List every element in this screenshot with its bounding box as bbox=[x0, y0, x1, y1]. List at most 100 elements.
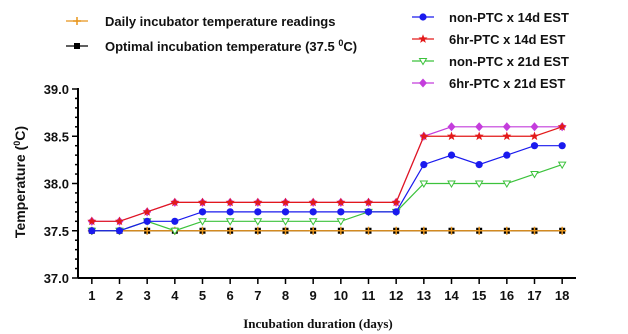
legend-label-end: C) bbox=[343, 39, 357, 54]
y-tick-label: 39.0 bbox=[44, 82, 69, 97]
data-point bbox=[253, 226, 262, 235]
data-point bbox=[447, 151, 456, 159]
x-tick-label: 9 bbox=[310, 288, 317, 303]
y-tick-label: 37.0 bbox=[44, 271, 69, 286]
x-tick-label: 6 bbox=[227, 288, 234, 303]
data-point bbox=[558, 142, 566, 150]
data-point bbox=[557, 122, 567, 131]
y-tick-label: 38.5 bbox=[44, 129, 69, 144]
legend-entry: Daily incubator temperature readings bbox=[66, 14, 335, 29]
data-point bbox=[114, 216, 125, 226]
x-tick-label: 13 bbox=[417, 288, 431, 303]
data-point bbox=[447, 180, 456, 188]
data-point bbox=[171, 217, 179, 225]
data-point bbox=[391, 197, 401, 207]
data-point bbox=[226, 208, 234, 216]
data-point bbox=[446, 131, 457, 141]
x-tick-label: 2 bbox=[116, 288, 123, 303]
data-point bbox=[364, 226, 373, 235]
legend-label: non-PTC x 21d EST bbox=[449, 54, 569, 69]
series-4 bbox=[87, 122, 567, 226]
chart-legend: Daily incubator temperature readings Opti… bbox=[66, 10, 569, 91]
y-axis-title: Temperature (0C) bbox=[12, 126, 28, 238]
data-point bbox=[447, 226, 456, 235]
data-point bbox=[308, 197, 318, 207]
series-3 bbox=[88, 142, 566, 235]
x-tick-label: 7 bbox=[254, 288, 261, 303]
data-point bbox=[280, 197, 291, 207]
data-point bbox=[281, 218, 290, 226]
legend-entry: 6hr-PTC x 14d EST bbox=[412, 32, 565, 47]
data-point bbox=[336, 197, 346, 207]
data-point bbox=[364, 208, 373, 216]
x-tick-label: 14 bbox=[444, 288, 459, 303]
data-point bbox=[419, 180, 429, 188]
data-point bbox=[475, 161, 483, 169]
data-point bbox=[197, 197, 208, 207]
data-point bbox=[198, 226, 207, 235]
data-point bbox=[115, 227, 124, 235]
x-tick-label: 5 bbox=[199, 288, 206, 303]
legend-label: 6hr-PTC x 14d EST bbox=[449, 32, 565, 47]
data-point bbox=[529, 131, 540, 141]
legend-label-main: Optimal incubation temperature (37.5 bbox=[105, 39, 338, 54]
data-point bbox=[198, 218, 207, 226]
legend-marker bbox=[419, 13, 427, 21]
legend-label-superscript: 0 bbox=[338, 38, 343, 48]
data-point bbox=[557, 161, 567, 170]
data-point bbox=[308, 218, 318, 226]
data-point bbox=[363, 197, 374, 207]
x-tick-label: 17 bbox=[527, 288, 541, 303]
data-point bbox=[420, 161, 428, 169]
series-line bbox=[91, 126, 563, 222]
data-point bbox=[198, 208, 207, 216]
legend-marker bbox=[73, 17, 81, 25]
data-point bbox=[281, 208, 290, 216]
data-point bbox=[225, 218, 235, 226]
series-1 bbox=[87, 226, 567, 235]
chart-axes: 37.037.538.038.539.01 2 3 4 5 6 7 8 9 10 11 12 13 14 1… bbox=[44, 82, 576, 303]
data-point bbox=[530, 122, 539, 132]
data-point bbox=[419, 226, 428, 235]
data-point bbox=[87, 216, 97, 226]
data-point bbox=[475, 122, 484, 132]
data-point bbox=[447, 122, 456, 132]
legend-marker bbox=[74, 43, 80, 49]
data-point bbox=[142, 207, 152, 216]
data-point bbox=[392, 208, 400, 216]
legend-marker bbox=[418, 58, 428, 66]
data-point bbox=[253, 218, 263, 226]
legend-label: Optimal incubation temperature (37.5 0C) bbox=[105, 38, 357, 54]
data-point bbox=[474, 131, 484, 141]
data-point bbox=[254, 208, 262, 216]
data-point bbox=[474, 180, 484, 188]
legend-marker bbox=[419, 78, 427, 88]
x-tick-label: 11 bbox=[362, 288, 376, 303]
x-tick-label: 8 bbox=[282, 288, 289, 303]
legend-entry: Optimal incubation temperature (37.5 0C) bbox=[66, 38, 357, 54]
x-tick-label: 10 bbox=[334, 288, 348, 303]
data-point bbox=[170, 197, 180, 207]
series-line bbox=[91, 164, 563, 232]
data-point bbox=[281, 226, 290, 235]
legend-label: Daily incubator temperature readings bbox=[105, 14, 335, 29]
data-point bbox=[502, 131, 512, 141]
data-point bbox=[502, 180, 512, 188]
chart-series bbox=[87, 122, 567, 236]
series-line bbox=[91, 145, 563, 232]
data-point bbox=[530, 226, 539, 235]
data-point bbox=[143, 217, 151, 225]
data-point bbox=[392, 226, 401, 235]
legend-marker bbox=[418, 34, 428, 43]
y-tick-label: 38.0 bbox=[44, 177, 69, 192]
legend-entry: non-PTC x 21d EST bbox=[412, 54, 569, 69]
y-axis-title-superscript: 0 bbox=[12, 141, 22, 146]
x-tick-label: 18 bbox=[555, 288, 569, 303]
data-point bbox=[253, 197, 263, 207]
data-point bbox=[143, 226, 152, 235]
legend-label: 6hr-PTC x 21d EST bbox=[449, 76, 565, 91]
data-point bbox=[309, 226, 318, 235]
data-point bbox=[503, 151, 511, 159]
y-tick-label: 37.5 bbox=[44, 224, 69, 239]
